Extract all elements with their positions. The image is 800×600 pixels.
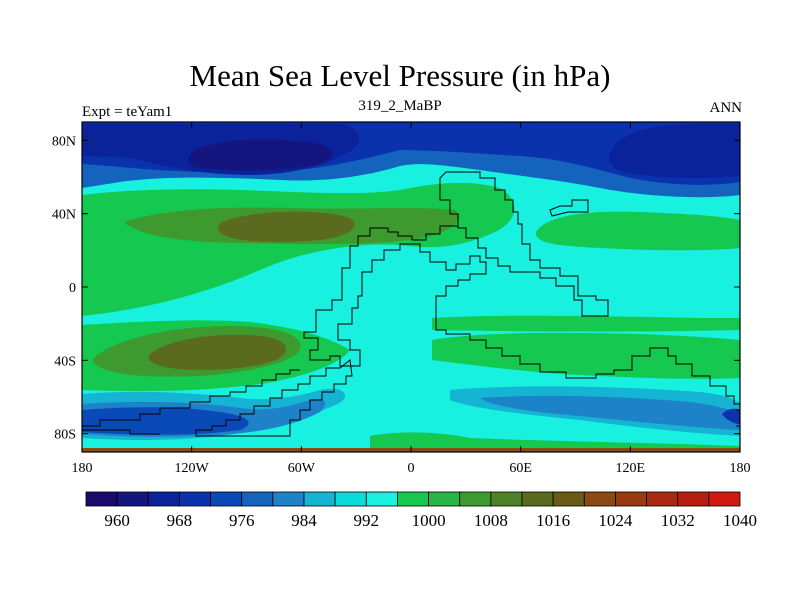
coastline-south-west xyxy=(195,359,353,437)
colorbar-swatch xyxy=(521,491,554,507)
y-tick-label: 0 xyxy=(69,281,76,296)
x-tick-label: 60W xyxy=(288,461,316,476)
coastline-main-land xyxy=(303,225,740,405)
field-south-low-east-core xyxy=(722,408,740,424)
coastline-north-continent xyxy=(439,171,609,317)
field-south-high-core xyxy=(148,334,287,370)
colorbar-swatch xyxy=(241,491,274,507)
coastline-south-west-tip xyxy=(82,429,160,435)
field-north-low-core xyxy=(188,139,333,171)
coastlines xyxy=(82,171,740,437)
colorbar-label: 1024 xyxy=(598,511,633,530)
field-antarctic-green xyxy=(370,432,740,452)
x-tick-label: 120E xyxy=(616,461,646,476)
colorbar-label: 968 xyxy=(167,511,193,530)
field-north-high-core xyxy=(217,211,355,243)
colorbar-swatch xyxy=(116,491,149,507)
colorbar-label: 1016 xyxy=(536,511,570,530)
experiment-label: Expt = teYam1 xyxy=(82,104,173,120)
colorbar-label: 976 xyxy=(229,511,255,530)
colorbar-swatch xyxy=(459,491,492,507)
colorbar-swatch xyxy=(334,491,367,507)
colorbar-label: 1040 xyxy=(723,511,757,530)
season-label: ANN xyxy=(709,100,743,116)
coastline-south-antarctic-west xyxy=(82,369,300,427)
colorbar-swatch xyxy=(147,491,180,507)
colorbar-swatch xyxy=(708,491,741,507)
colorbar-swatch xyxy=(646,491,679,507)
colorbar-swatch xyxy=(365,491,398,507)
field-south-green-east2 xyxy=(432,315,740,332)
colorbar-label: 992 xyxy=(354,511,380,530)
y-tick-label: 80N xyxy=(52,134,76,149)
field-south-green-east xyxy=(432,332,740,379)
coastline-island-east xyxy=(549,199,589,217)
pressure-field xyxy=(82,122,740,452)
colorbar-swatch xyxy=(428,491,461,507)
colorbar-label: 1000 xyxy=(412,511,446,530)
y-axis: 80N 40N 0 40S 80S xyxy=(52,134,740,443)
colorbar-label: 960 xyxy=(104,511,130,530)
subtitle-label: 319_2_MaBP xyxy=(358,98,442,114)
chart-title: Mean Sea Level Pressure (in hPa) xyxy=(189,58,611,93)
x-axis: 180 120W 60W 0 60E 120E 180 xyxy=(72,122,751,476)
colorbar-label: 1032 xyxy=(661,511,695,530)
x-tick-label: 0 xyxy=(408,461,415,476)
colorbar-swatch xyxy=(210,491,243,507)
colorbar-swatch xyxy=(303,491,336,507)
colorbar-swatch xyxy=(677,491,710,507)
x-tick-label: 180 xyxy=(72,461,93,476)
y-tick-label: 40N xyxy=(52,208,76,223)
field-east-green-band xyxy=(535,211,740,251)
colorbar-swatch xyxy=(490,491,523,507)
coastline-east-edge xyxy=(734,403,740,427)
colorbar: 960 968 976 984 992 1000 1008 1016 1024 1032 1040 xyxy=(85,491,757,530)
x-tick-label: 60E xyxy=(509,461,532,476)
colorbar-swatch xyxy=(85,491,118,507)
y-tick-label: 80S xyxy=(54,428,76,443)
colorbar-label: 1008 xyxy=(474,511,508,530)
field-south-low-inner xyxy=(82,407,249,435)
colorbar-swatch xyxy=(397,491,429,507)
colorbar-swatch xyxy=(552,491,585,507)
colorbar-label: 984 xyxy=(291,511,317,530)
colorbar-swatch xyxy=(615,491,647,507)
colorbar-swatch xyxy=(179,491,211,507)
x-tick-label: 120W xyxy=(175,461,210,476)
colorbar-swatch xyxy=(583,491,616,507)
x-tick-label: 180 xyxy=(730,461,751,476)
field-south-low-east-mid xyxy=(480,395,740,430)
y-tick-label: 40S xyxy=(54,354,76,369)
colorbar-swatch xyxy=(272,491,305,507)
